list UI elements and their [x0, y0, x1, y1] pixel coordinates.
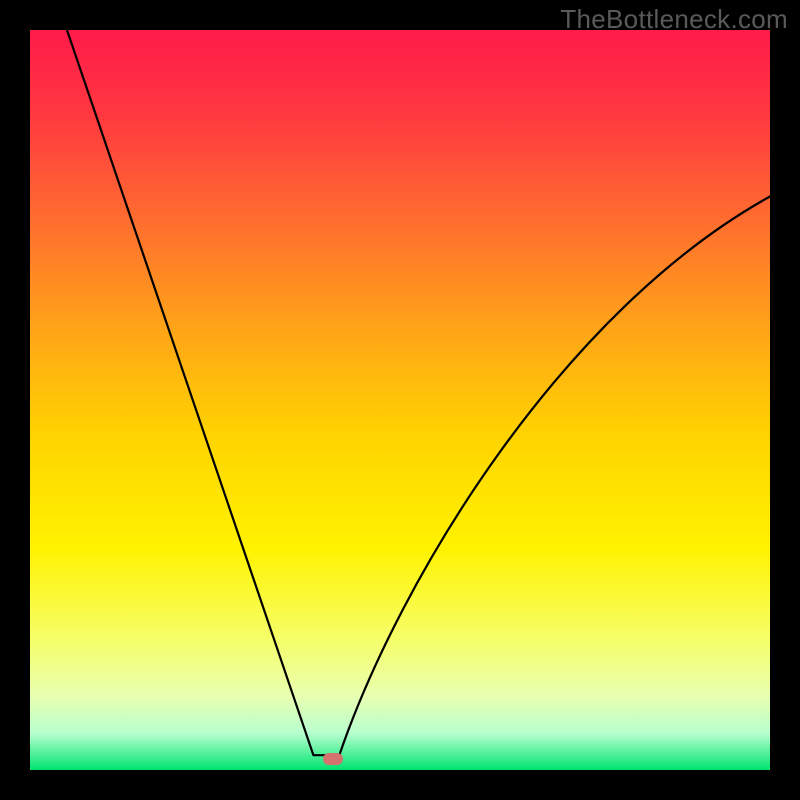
- minimum-marker: [323, 753, 343, 765]
- plot-background: [30, 30, 770, 770]
- chart-container: TheBottleneck.com: [0, 0, 800, 800]
- watermark-text: TheBottleneck.com: [560, 4, 788, 35]
